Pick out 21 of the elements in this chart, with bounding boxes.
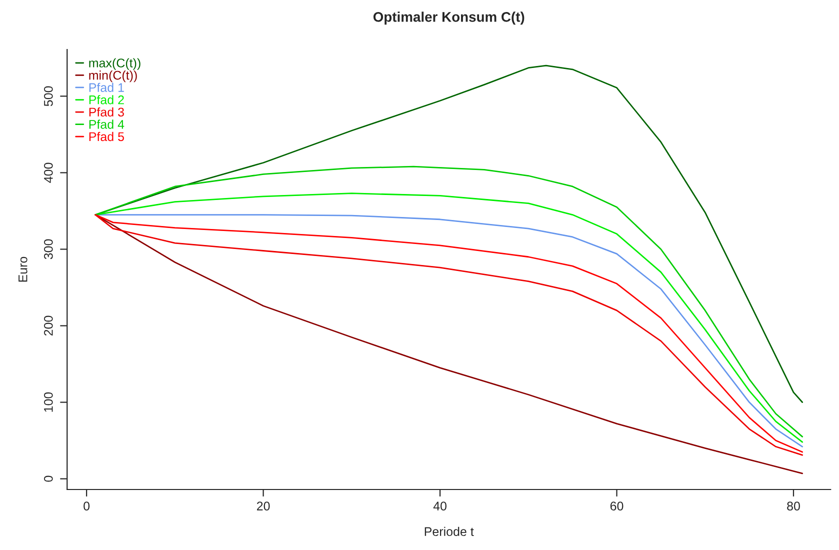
x-tick-label: 80 [787, 502, 800, 510]
y-tick-label: 200 [44, 316, 53, 336]
x-tick-label: 40 [433, 502, 446, 510]
chart-title: Optimaler Konsum C(t) [373, 12, 524, 25]
legend-label: Pfad 2 [89, 95, 124, 104]
legend-label: Pfad 1 [89, 82, 124, 92]
x-tick-label: 0 [84, 502, 90, 510]
legend-label: Pfad 4 [89, 120, 124, 129]
legend-label: Pfad 5 [89, 132, 124, 142]
x-axis-title: Periode t [424, 526, 474, 536]
y-tick-label: 100 [44, 392, 53, 412]
y-tick-label: 300 [44, 239, 53, 260]
y-tick-label: 0 [44, 476, 53, 482]
x-tick-label: 20 [256, 502, 270, 510]
legend-label: min(C(t)) [89, 70, 137, 82]
y-axis-title: Euro [18, 256, 28, 282]
x-tick-label: 60 [610, 502, 624, 510]
y-tick-label: 400 [44, 162, 53, 183]
y-tick-label: 500 [44, 86, 53, 106]
legend-label: max(C(t)) [89, 58, 140, 70]
legend-label: Pfad 3 [89, 107, 124, 117]
